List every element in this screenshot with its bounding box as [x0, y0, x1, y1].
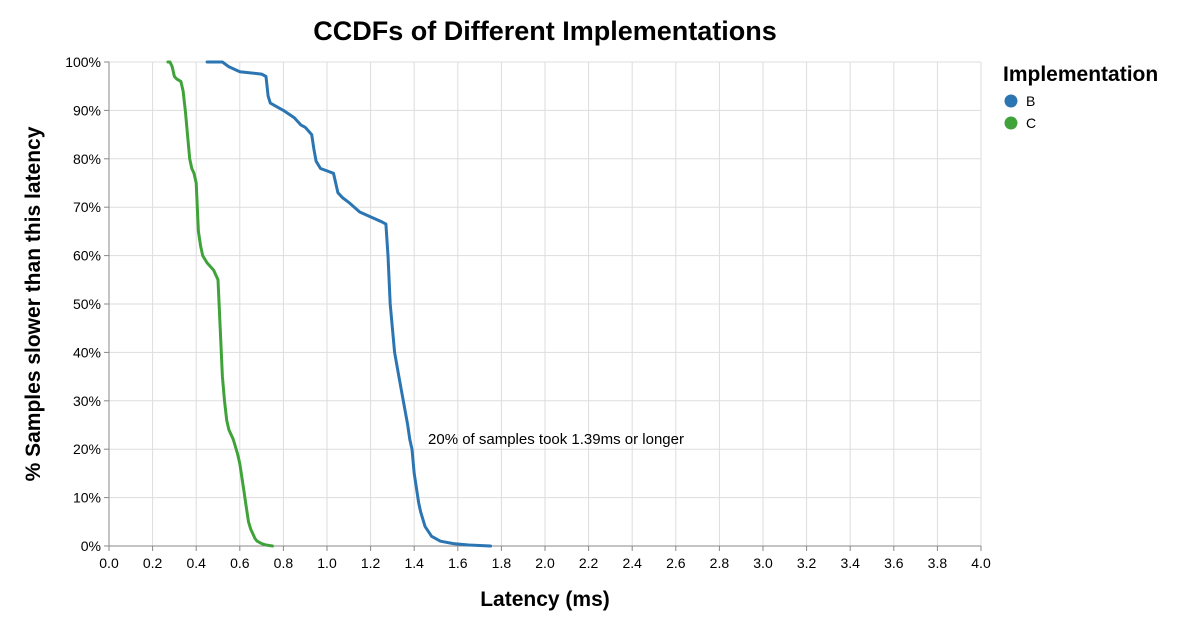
y-tick-label: 80% — [73, 151, 101, 167]
y-tick-label: 20% — [73, 441, 101, 457]
y-tick-label: 40% — [73, 344, 101, 360]
legend-label-b: B — [1026, 93, 1035, 109]
legend-swatch-c — [1004, 116, 1018, 130]
y-tick-label: 100% — [65, 54, 101, 70]
y-tick-label: 70% — [73, 199, 101, 215]
x-tick-label: 0.6 — [230, 555, 250, 571]
axes-layer: 0.0 0.2 0.4 0.6 0.8 1.0 1.2 1.4 1.6 1.8 2.0 2.2 2.4 2… — [65, 54, 991, 571]
x-tick-label: 3.2 — [797, 555, 817, 571]
x-tick-label: 1.0 — [317, 555, 337, 571]
legend-label-c: C — [1026, 115, 1036, 131]
y-tick-label: 0% — [81, 538, 101, 554]
legend-title: Implementation — [1003, 63, 1158, 86]
legend-items: BC — [1004, 93, 1036, 131]
x-tick-label: 2.8 — [710, 555, 730, 571]
x-tick-label: 4.0 — [971, 555, 991, 571]
y-tick-label: 50% — [73, 296, 101, 312]
x-tick-label: 3.8 — [928, 555, 948, 571]
x-tick-label: 0.2 — [143, 555, 163, 571]
x-axis-title: Latency (ms) — [480, 588, 610, 611]
x-tick-label: 2.2 — [579, 555, 599, 571]
legend: Implementation BC — [1003, 63, 1158, 131]
x-tick-label: 0.4 — [186, 555, 206, 571]
x-tick-label: 0.8 — [274, 555, 294, 571]
annotation-text: 20% of samples took 1.39ms or longer — [428, 431, 684, 448]
x-tick-label: 2.0 — [535, 555, 555, 571]
x-tick-label: 2.4 — [622, 555, 642, 571]
x-tick-label: 1.6 — [448, 555, 468, 571]
x-tick-label: 3.4 — [840, 555, 860, 571]
legend-swatch-b — [1004, 94, 1018, 108]
x-tick-label: 1.2 — [361, 555, 381, 571]
y-axis-title: % Samples slower than this latency — [22, 126, 45, 481]
x-tick-label: 1.8 — [492, 555, 512, 571]
y-tick-label: 30% — [73, 393, 101, 409]
y-tick-label: 60% — [73, 248, 101, 264]
x-tick-label: 3.0 — [753, 555, 773, 571]
y-tick-label: 90% — [73, 102, 101, 118]
series-line-c — [166, 60, 274, 548]
series-line-b — [205, 60, 492, 548]
series-layer — [166, 60, 492, 548]
y-tick-label: 10% — [73, 490, 101, 506]
x-tick-label: 2.6 — [666, 555, 686, 571]
x-tick-label: 3.6 — [884, 555, 904, 571]
x-tick-label: 1.4 — [404, 555, 424, 571]
chart-title: CCDFs of Different Implementations — [313, 16, 777, 46]
x-tick-label: 0.0 — [99, 555, 119, 571]
